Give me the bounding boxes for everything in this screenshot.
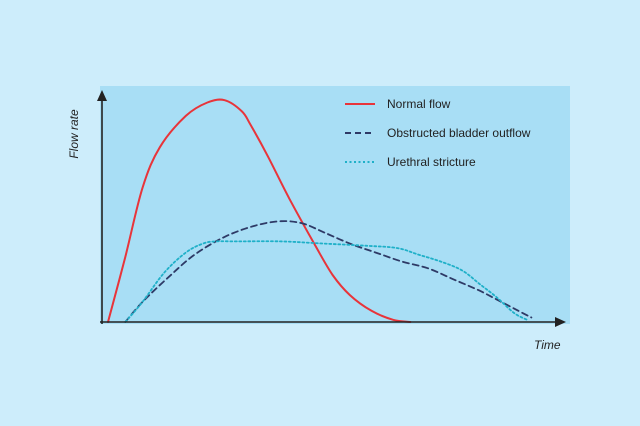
legend-label-obstructed-bladder-outflow: Obstructed bladder outflow xyxy=(387,126,531,140)
y-axis-arrowhead xyxy=(97,90,107,101)
series-line-urethral-stricture xyxy=(124,240,528,323)
x-axis-arrowhead xyxy=(555,317,566,327)
series-line-obstructed-bladder-outflow xyxy=(124,220,533,323)
series-line-normal-flow xyxy=(107,98,412,323)
legend-label-urethral-stricture: Urethral stricture xyxy=(387,155,476,169)
x-axis-label: Time xyxy=(534,338,561,352)
y-axis-label: Flow rate xyxy=(67,109,81,159)
plot-area xyxy=(100,86,570,324)
legend-label-normal-flow: Normal flow xyxy=(387,97,451,111)
series-layer xyxy=(107,98,533,323)
legend: Normal flow Obstructed bladder outflow Ure… xyxy=(345,97,531,169)
